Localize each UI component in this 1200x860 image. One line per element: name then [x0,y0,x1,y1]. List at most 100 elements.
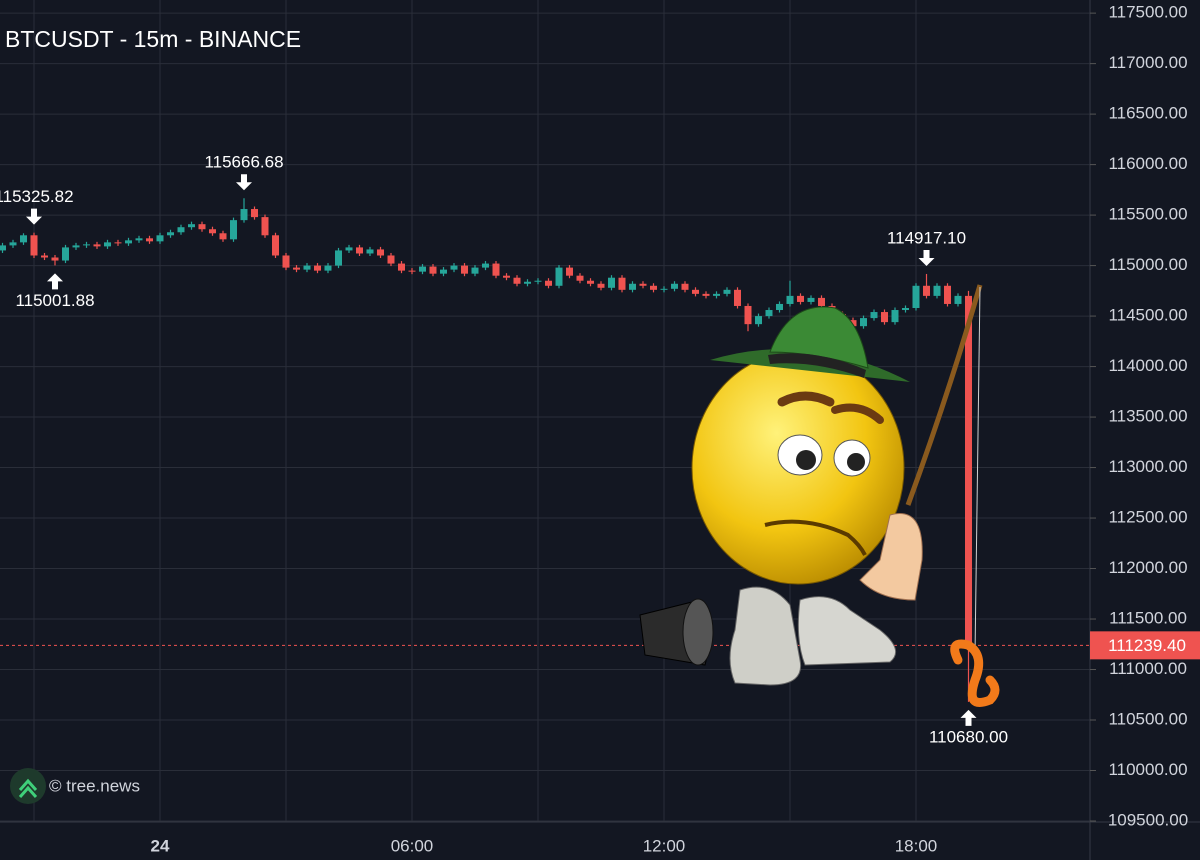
candle-body [83,244,90,246]
meme-overlay [639,284,1000,707]
candle-body [366,249,374,254]
candle-body [377,249,384,256]
y-tick-label: 115000.00 [1108,255,1187,274]
plot-area [0,198,1090,702]
candle-body [786,295,794,304]
candle-body [744,305,752,325]
candle-body [954,295,962,304]
candle-body [776,303,783,311]
annotation-arrow [236,174,252,191]
candle-body [41,255,48,258]
candle-body [9,242,17,246]
candle-body [723,289,731,294]
candle-body [881,312,888,323]
candle-body [0,245,6,251]
x-tick-label: 12:00 [643,836,686,855]
y-tick-label: 111000.00 [1109,659,1187,678]
candle-body [650,285,657,290]
candle-body [104,242,111,247]
y-tick-label: 111500.00 [1109,609,1187,628]
eyebrow [777,391,835,407]
y-tick-label: 116000.00 [1108,154,1187,173]
candle-body [261,217,269,236]
last-price-badge [1090,631,1200,660]
candle-body [219,233,227,240]
annotation-label: 114917.10 [887,228,966,247]
candle-body [933,285,941,296]
annotation-label: 115325.82 [0,187,74,206]
candle-body [209,229,216,234]
last-price-label: 111239.40 [1108,636,1186,655]
pupil [796,450,816,470]
candle-body [324,265,332,271]
candle-body [303,265,311,270]
candle-body [555,267,563,286]
shoe [729,586,802,686]
annotation-label: 115001.88 [15,291,94,310]
candle-body [471,267,479,274]
bucket-rim [682,598,714,666]
candle-body [62,247,69,261]
candle-body [135,238,143,241]
worm [950,639,1000,707]
hand [859,513,923,601]
fishing-line [974,286,981,656]
mouth [764,519,867,556]
candle-body [398,263,405,271]
candle-body [692,289,699,294]
candle-body [534,280,542,282]
candle-body [188,224,195,228]
candle-body [440,269,447,274]
candle-body [429,266,437,274]
grid [0,0,1090,822]
candle-body [702,293,710,296]
x-tick-label: 24 [151,836,170,855]
y-tick-label: 114000.00 [1108,356,1187,375]
candle-body [125,240,132,244]
hat-band [768,353,866,378]
candle-body [818,297,825,306]
chart-title: BTCUSDT - 15m - BINANCE [5,26,301,52]
candle-body [912,285,920,308]
pupil [847,453,865,471]
candle-body [629,283,636,290]
y-tick-label: 115500.00 [1108,205,1187,224]
candle-body [891,310,899,323]
candle-body [450,265,458,270]
candle-body [597,283,605,288]
candle-body [387,255,395,264]
candle-body [545,280,552,286]
watermark-icon-arrows [18,778,38,798]
candle-body [240,209,248,221]
annotation-arrow [26,208,42,225]
candle-body [293,267,300,270]
candle-body [860,318,867,327]
candle-body [230,220,237,240]
candle-body [198,224,206,230]
candle-body [755,316,762,325]
candle-body [639,283,647,286]
y-tick-label: 117000.00 [1108,53,1187,72]
fishing-rod [905,284,983,506]
candle-body [93,244,101,247]
candle-body [114,242,122,244]
candle-body [30,235,38,256]
candle-body [419,266,426,272]
y-tick-label: 109500.00 [1108,810,1188,829]
candle-body [734,289,741,306]
candle-body [576,275,584,281]
candle-body [482,263,489,268]
candle-body [51,257,59,261]
candle-body [807,297,815,302]
candle-body [282,255,290,268]
annotation-arrow [918,249,935,266]
candle-body [335,250,342,266]
candle-body [681,283,689,290]
candle-body [272,235,279,256]
watermark-text: © tree.news [49,776,140,795]
candle-body [923,285,930,296]
candle-body [177,227,185,233]
candle-body [870,312,878,319]
candle-body [345,247,353,251]
